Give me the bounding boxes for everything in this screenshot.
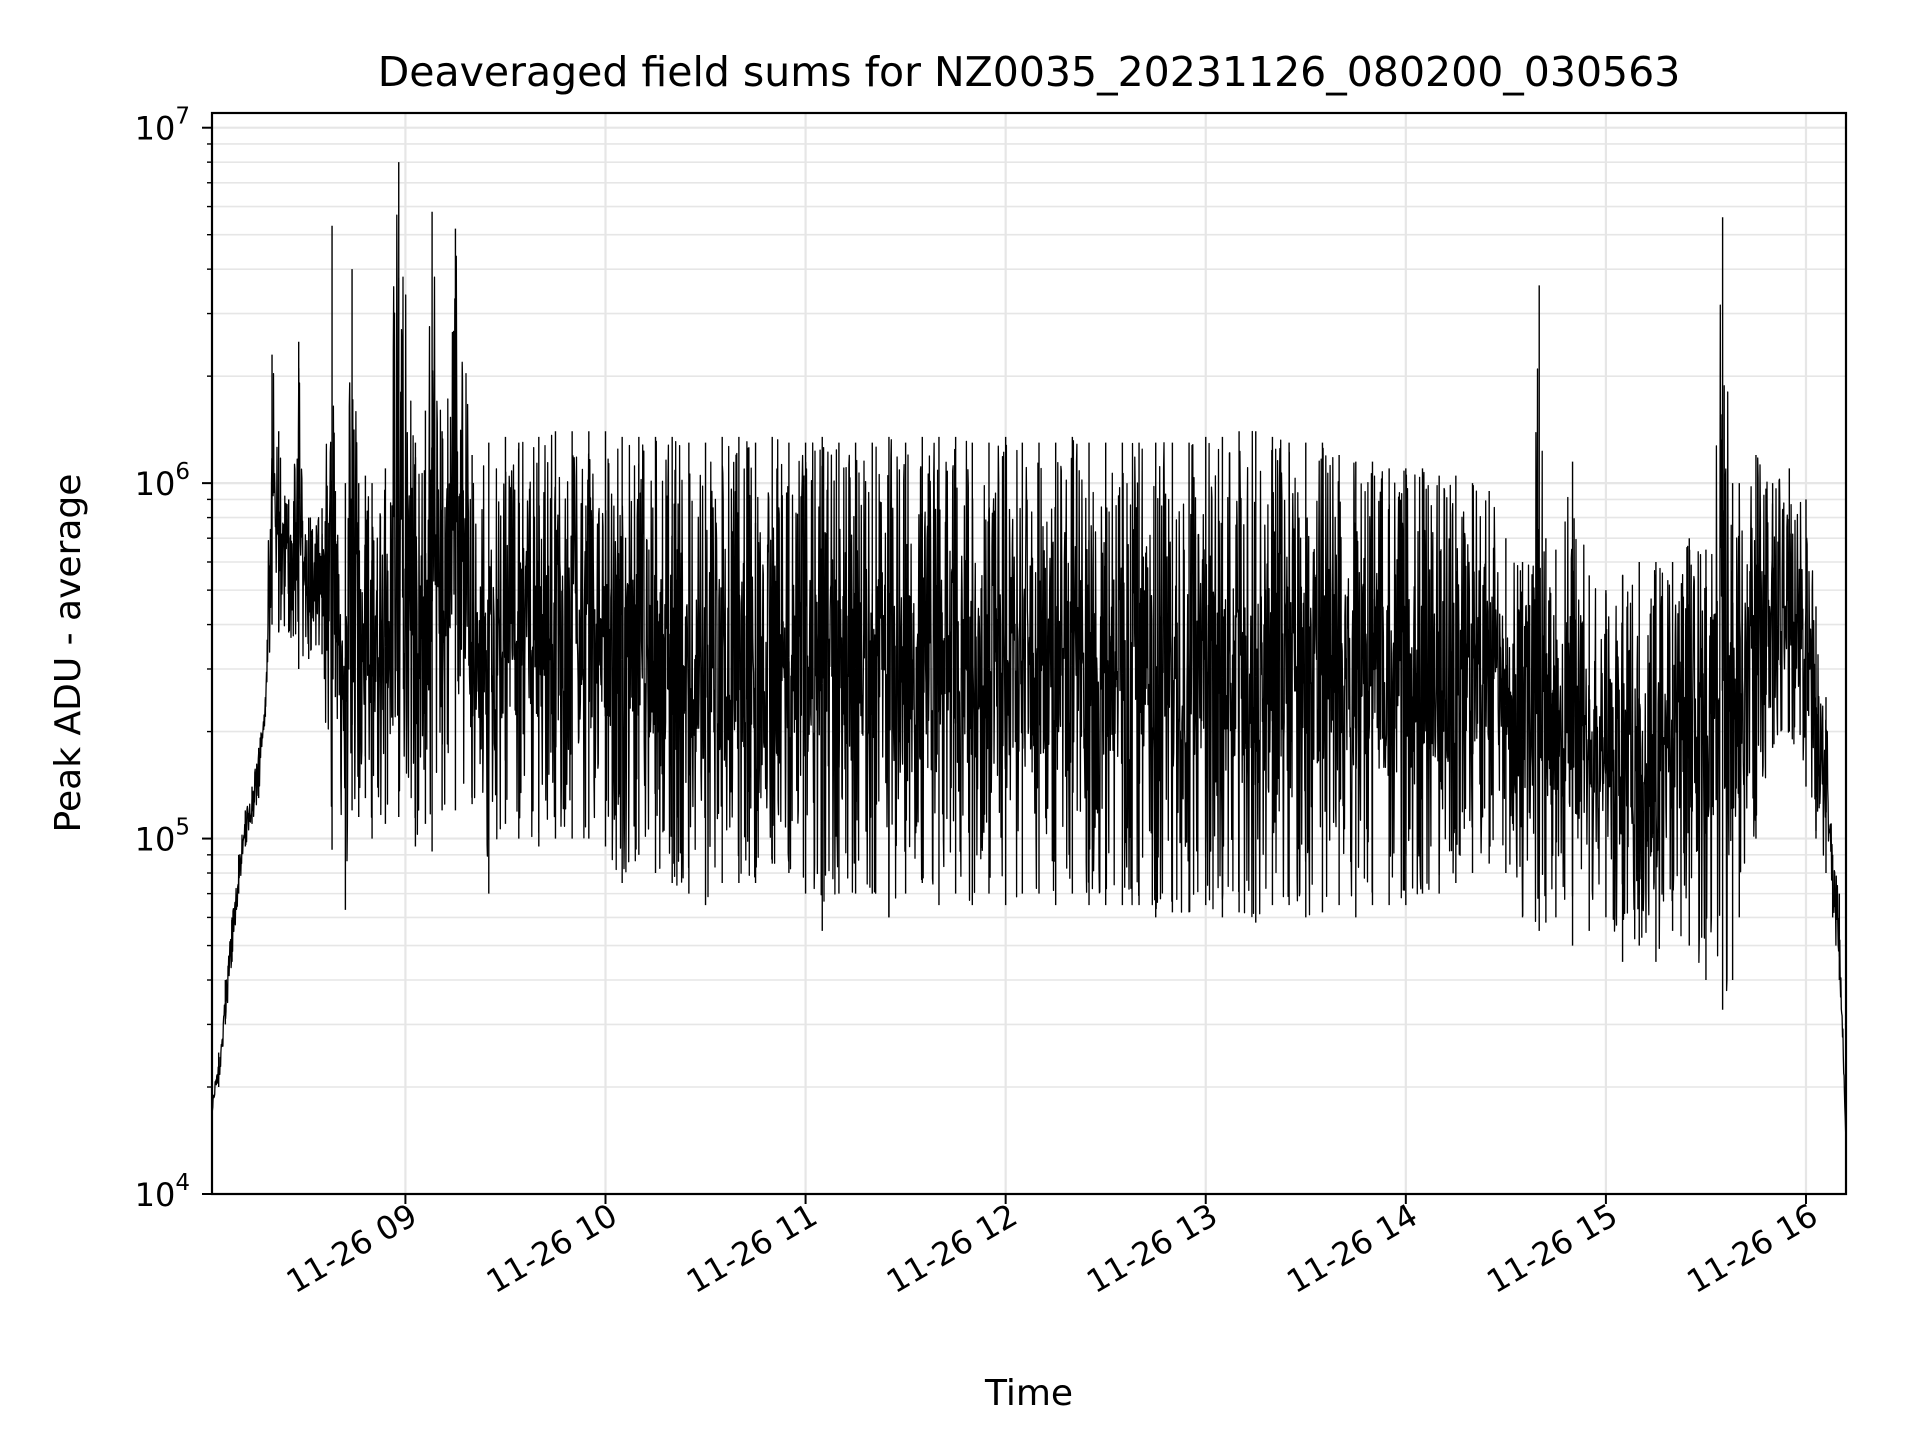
x-axis-label: Time	[984, 1373, 1073, 1414]
plot-frame	[210, 111, 1848, 1196]
chart-title: Deaveraged field sums for NZ0035_2023112…	[378, 48, 1681, 96]
y-tick-label: 107	[135, 104, 190, 148]
tick-marks	[202, 126, 1807, 1204]
y-tick-label: 105	[135, 815, 190, 859]
series-layer	[211, 162, 1847, 1143]
y-tick-label: 106	[135, 459, 190, 503]
y-tick-label: 104	[135, 1170, 190, 1214]
series-line	[211, 214, 1847, 1143]
y-axis-label: Peak ADU - average	[48, 474, 89, 833]
